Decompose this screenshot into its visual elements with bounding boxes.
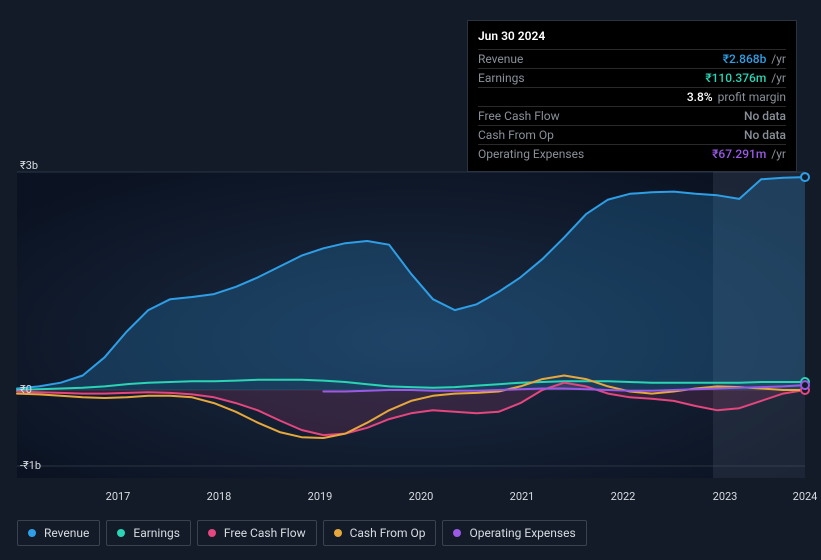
tooltip-date: Jun 30 2024 (478, 29, 786, 43)
legend-dot-icon (117, 529, 125, 537)
chart-tooltip: Jun 30 2024 Revenue ₹2.868b /yr Earnings ₹1… (467, 20, 797, 172)
legend-dot-icon (334, 529, 342, 537)
tooltip-row-label: Revenue (478, 52, 523, 66)
legend-label: Revenue (44, 526, 89, 540)
tooltip-row: Revenue ₹2.868b /yr (478, 49, 786, 68)
x-tick-label: 2024 (793, 490, 818, 503)
legend-label: Free Cash Flow (224, 526, 306, 540)
x-tick-label: 2022 (611, 490, 636, 503)
legend-item-revenue[interactable]: Revenue (17, 520, 100, 546)
tooltip-row: Earnings ₹110.376m /yr (478, 68, 786, 87)
tooltip-row-value: No data (744, 128, 786, 142)
tooltip-row: 3.8% profit margin (478, 87, 786, 106)
legend-dot-icon (208, 529, 216, 537)
legend-dot-icon (28, 529, 36, 537)
legend-item-opex[interactable]: Operating Expenses (442, 520, 586, 546)
tooltip-row-label: Operating Expenses (478, 147, 584, 161)
x-tick-label: 2017 (106, 490, 131, 503)
y-tick-label: ₹3b (20, 159, 38, 172)
tooltip-row-label: Free Cash Flow (478, 109, 560, 123)
tooltip-row: Free Cash Flow No data (478, 106, 786, 125)
legend-label: Operating Expenses (469, 526, 575, 540)
x-tick-label: 2019 (308, 490, 333, 503)
y-tick-label: -₹1b (20, 459, 41, 472)
tooltip-row-value: 3.8% profit margin (687, 90, 786, 104)
legend-label: Cash From Op (350, 526, 426, 540)
x-tick-label: 2021 (510, 490, 535, 503)
x-tick-label: 2023 (713, 490, 738, 503)
tooltip-row-label: Earnings (478, 71, 525, 85)
legend-label: Earnings (133, 526, 180, 540)
tooltip-row-value: ₹2.868b /yr (723, 52, 786, 66)
tooltip-row-value: ₹110.376m /yr (705, 71, 786, 85)
x-tick-label: 2020 (409, 490, 434, 503)
tooltip-row-value: No data (744, 109, 786, 123)
financials-chart: ₹3b ₹0 -₹1b 2017 2018 2019 2020 2021 2022 2023 20… (0, 0, 821, 560)
tooltip-row: Cash From Op No data (478, 125, 786, 144)
legend-item-fcf[interactable]: Free Cash Flow (197, 520, 317, 546)
chart-legend: Revenue Earnings Free Cash Flow Cash From O… (17, 520, 587, 546)
legend-dot-icon (453, 529, 461, 537)
tooltip-row-value: ₹67.291m /yr (712, 147, 786, 161)
y-tick-label: ₹0 (20, 383, 32, 396)
x-tick-label: 2018 (207, 490, 232, 503)
tooltip-row: Operating Expenses ₹67.291m /yr (478, 144, 786, 163)
legend-item-earnings[interactable]: Earnings (106, 520, 191, 546)
legend-item-cash_op[interactable]: Cash From Op (323, 520, 437, 546)
tooltip-row-label: Cash From Op (478, 128, 554, 142)
